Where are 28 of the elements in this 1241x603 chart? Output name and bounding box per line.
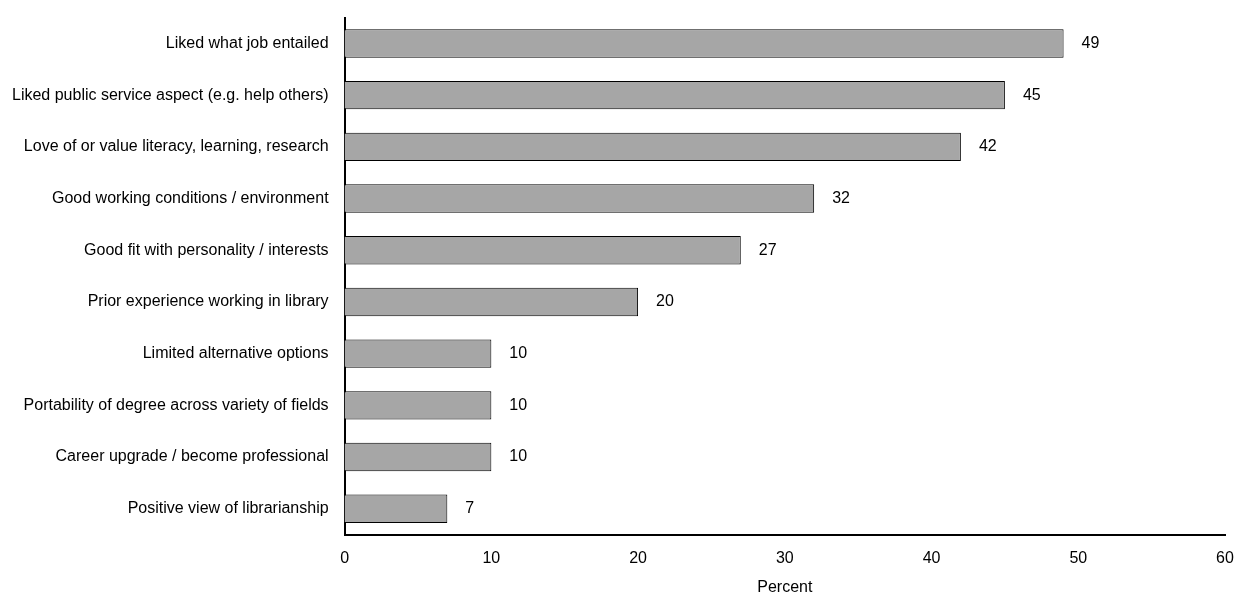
data-label: 49 (1081, 33, 1100, 51)
x-tick-label: 40 (922, 548, 941, 566)
x-tick-label: 30 (775, 548, 794, 566)
data-label: 32 (832, 188, 851, 206)
x-tick-label: 60 (1216, 548, 1234, 566)
data-label: 42 (978, 137, 997, 155)
data-label: 10 (509, 447, 528, 465)
y-tick-label: Love of or value literacy, learning, research (23, 137, 329, 155)
data-label: 20 (656, 292, 674, 310)
x-tick-label: 20 (629, 548, 648, 566)
x-tick-label: 0 (340, 548, 350, 566)
x-axis-title: Percent (757, 577, 813, 595)
y-tick-label: Limited alternative options (142, 344, 329, 362)
y-tick-label: Good fit with personality / interests (84, 240, 329, 258)
y-tick-label: Good working conditions / environment (52, 188, 330, 206)
y-tick-label: Positive view of librarianship (127, 499, 329, 517)
data-label: 45 (1022, 85, 1041, 103)
y-tick-label: Liked what job entailed (165, 33, 329, 51)
x-tick-label: 10 (482, 548, 501, 566)
data-label: 27 (758, 240, 777, 258)
y-tick-label: Prior experience working in library (87, 292, 329, 310)
data-label: 7 (465, 499, 475, 517)
data-label: 10 (509, 395, 528, 413)
data-label: 10 (509, 344, 528, 362)
y-tick-label: Liked public service aspect (e.g. help others) (12, 85, 329, 103)
y-tick-label: Career upgrade / become professional (55, 447, 329, 465)
y-tick-label: Portability of degree across variety of fields (23, 395, 329, 413)
x-tick-label: 50 (1069, 548, 1088, 566)
